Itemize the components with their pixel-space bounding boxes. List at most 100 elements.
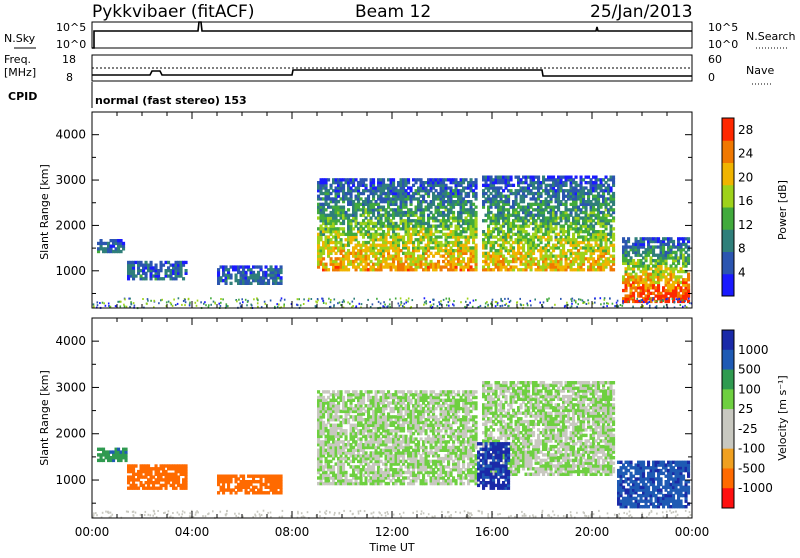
power-cell (399, 305, 401, 307)
power-cell (612, 255, 615, 258)
power-cell (213, 301, 215, 303)
power-cell (571, 300, 573, 302)
power-cell (402, 305, 404, 307)
power-cell (150, 300, 152, 302)
power-cell (527, 304, 529, 306)
velocity-cell (345, 429, 348, 432)
power-cell (133, 302, 135, 304)
power-cell (431, 304, 433, 306)
power-cell (405, 302, 407, 304)
nsky-tick-top: 10^5 (56, 21, 86, 34)
power-cell (283, 304, 285, 306)
power-cbar-tick-12: 12 (738, 218, 753, 232)
nsearch-label: N.Search (746, 30, 796, 43)
power-cell (408, 298, 410, 300)
power-cell (389, 299, 391, 301)
power-cell (300, 304, 302, 306)
power-cell (612, 268, 615, 271)
power-cell (183, 300, 185, 302)
power-cell (102, 302, 104, 304)
power-cell (280, 265, 283, 268)
power-cell (376, 298, 378, 300)
power-cell (534, 299, 536, 301)
power-cell (594, 297, 596, 299)
power-cell (142, 298, 144, 300)
power-cell (497, 304, 499, 306)
power-cell (487, 304, 489, 306)
power-cell (242, 301, 244, 303)
power-cbar-swatch (722, 118, 734, 141)
power-cell (400, 257, 403, 260)
power-cell (220, 305, 222, 307)
power-cell (539, 302, 541, 304)
power-cell (462, 257, 465, 260)
power-cell (512, 184, 515, 187)
freq-trace (92, 70, 692, 76)
station-title: Pykkvibaer (fitACF) (92, 2, 254, 22)
power-cell (245, 299, 247, 301)
power-cell (504, 298, 506, 300)
power-cell (682, 299, 684, 301)
nsearch-tick-top: 10^5 (708, 21, 738, 34)
power-cell (398, 303, 400, 305)
power-cbar-tick-16: 16 (738, 194, 753, 208)
power-cell (222, 298, 224, 300)
power-cell (663, 306, 665, 308)
power-cell (284, 299, 286, 301)
power-cell (452, 303, 454, 305)
power-cell (603, 303, 605, 305)
power-cell (238, 299, 240, 301)
power-cell (93, 303, 95, 305)
power-cell (308, 300, 310, 302)
power-cell (401, 302, 403, 304)
power-cell (446, 298, 448, 300)
power-cell (600, 297, 602, 299)
power-cell (640, 301, 642, 303)
velocity-cell (280, 475, 283, 478)
power-cell (97, 304, 99, 306)
power-cell (239, 302, 241, 304)
velocity-cell (185, 464, 188, 467)
power-cbar-swatch (722, 185, 734, 208)
power-cell (181, 304, 183, 306)
power-cell (124, 298, 126, 300)
power-cell (372, 178, 375, 181)
power-ylabel: Slant Range [km] (38, 164, 51, 260)
power-cbar-tick-20: 20 (738, 170, 753, 184)
power-cell (622, 300, 624, 302)
power-cell (325, 263, 328, 266)
power-cell (516, 302, 518, 304)
nave-label: Nave (746, 64, 774, 77)
power-cell (468, 304, 470, 306)
power-cell (495, 305, 497, 307)
power-cell (322, 298, 324, 300)
power-cell (322, 257, 325, 260)
power-cell (523, 304, 525, 306)
power-cell (586, 303, 588, 305)
power-cell (642, 305, 644, 307)
power-cell (236, 300, 238, 302)
power-cell (438, 301, 440, 303)
power-cell (612, 192, 615, 195)
power-cell (97, 301, 99, 303)
power-cell (347, 268, 350, 271)
power-cell (583, 301, 585, 303)
power-cell (161, 299, 163, 301)
power-cell (383, 301, 385, 303)
power-cell (150, 261, 153, 264)
power-cell (353, 298, 355, 300)
power-cell (230, 274, 233, 277)
power-cbar-tick-4: 4 (738, 265, 746, 279)
power-cell (667, 298, 669, 300)
velocity-cell (135, 464, 138, 467)
power-cell (365, 178, 368, 181)
power-cell (325, 303, 327, 305)
power-cell (510, 176, 513, 179)
power-cell (311, 298, 313, 300)
power-cell (103, 302, 105, 304)
cpid-label: CPID (8, 90, 37, 103)
power-cell (367, 299, 369, 301)
power-cell (448, 305, 450, 307)
power-cell (129, 298, 131, 300)
power-cell (632, 306, 634, 308)
